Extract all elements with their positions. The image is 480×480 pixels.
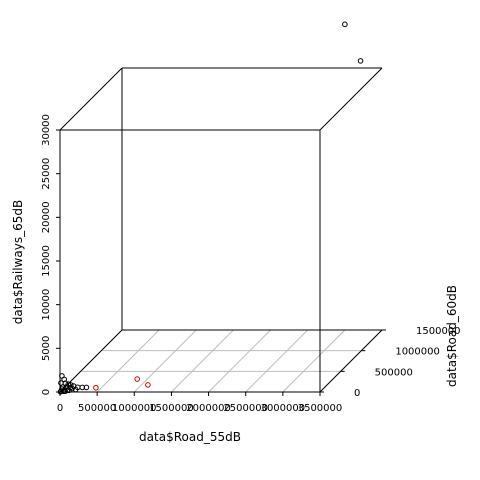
z-tick-label: 5000 [41, 336, 52, 361]
z-axis-title: data$Railways_65dB [11, 200, 25, 324]
data-point [60, 388, 67, 394]
x-tick-label: 3500000 [298, 403, 343, 414]
axis-ticks: 0 500000100000015000002000000250000030000… [41, 114, 461, 414]
z-tick-label: 10000 [41, 289, 52, 321]
y-tick-label: 1000000 [395, 347, 440, 358]
data-point [93, 384, 99, 391]
x-tick-label: 1500000 [149, 403, 194, 414]
y-axis-title: data$Road_60dB [445, 285, 459, 387]
box-edge-bottom-right [319, 329, 383, 393]
box-edge-top-left [59, 67, 123, 131]
grid-line-x-6 [282, 329, 346, 393]
y-tick-label: 0 [354, 388, 360, 399]
grid-line-x-3 [171, 329, 234, 393]
z-tick-label: 20000 [41, 201, 52, 233]
grid-line-x-2 [133, 329, 197, 393]
x-tick-label: 2500000 [223, 403, 268, 414]
y-tick-label: 500000 [375, 367, 413, 378]
data-point [342, 21, 348, 28]
data-point [67, 382, 74, 388]
plot-box [59, 67, 383, 393]
data-point [134, 376, 140, 382]
data-point [66, 387, 72, 394]
z-tick-label: 0 [41, 389, 52, 395]
data-point [62, 388, 69, 395]
z-tick-label: 30000 [41, 114, 52, 146]
grid-line-x-1 [96, 329, 160, 393]
data-point [83, 384, 90, 391]
x-tick-label: 0 [57, 403, 63, 414]
x-tick-label: 500000 [78, 403, 116, 414]
grid-line-x-4 [208, 329, 271, 393]
z-tick-label: 25000 [41, 158, 52, 190]
box-edge-top-right [319, 67, 383, 131]
x-tick-label: 2000000 [186, 403, 231, 414]
data-point [357, 58, 364, 64]
data-points [57, 21, 364, 395]
grid-line-x-5 [245, 329, 309, 393]
y-tick-label: 1500000 [416, 326, 461, 337]
z-tick-label: 15000 [41, 245, 52, 277]
box-edge-bottom-left [59, 329, 123, 393]
data-point [72, 386, 79, 393]
data-point [145, 382, 151, 388]
x-axis-title: data$Road_55dB [139, 430, 241, 444]
x-tick-label: 1000000 [112, 403, 157, 414]
floor-grid [59, 329, 383, 393]
x-tick-label: 3000000 [261, 403, 306, 414]
